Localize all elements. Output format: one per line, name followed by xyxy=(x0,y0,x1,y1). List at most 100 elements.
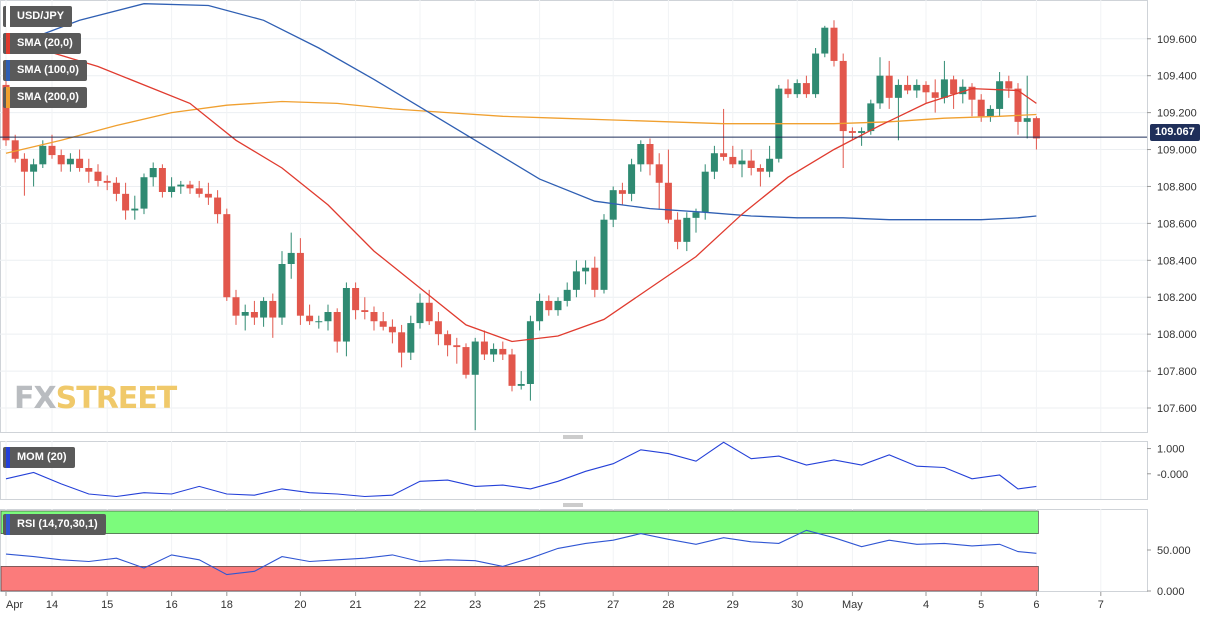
candle-body xyxy=(830,27,838,61)
x-tick-label: 15 xyxy=(101,599,113,611)
candle-body xyxy=(812,53,820,95)
candle-body xyxy=(701,171,709,213)
candle-body xyxy=(94,171,102,181)
rsi-oversold-zone xyxy=(0,566,1039,592)
x-tick-label: 18 xyxy=(221,599,233,611)
candle-body xyxy=(940,79,948,98)
candle-body xyxy=(959,86,967,95)
candle-body xyxy=(747,160,755,168)
candle-body xyxy=(950,79,958,95)
price-tick-label: 108.400 xyxy=(1157,255,1197,267)
candle-body xyxy=(637,144,645,165)
candle-body xyxy=(766,158,774,172)
candle-body xyxy=(195,188,203,194)
candle-body xyxy=(57,155,65,165)
candle-body xyxy=(996,81,1004,109)
rsi-zones xyxy=(0,510,1039,592)
candle-body xyxy=(756,168,764,172)
candle-body xyxy=(223,214,231,298)
candle-body xyxy=(536,300,544,322)
sma200-tag[interactable]: SMA (200,0) xyxy=(3,87,87,108)
candle-body xyxy=(582,267,590,272)
rsi-overbought-zone xyxy=(0,510,1039,534)
candle-body xyxy=(563,289,571,301)
candle-body xyxy=(333,312,341,342)
candle-body xyxy=(545,300,553,311)
candle-body xyxy=(103,180,111,183)
candle-body xyxy=(122,193,130,211)
mom-line xyxy=(5,441,1037,498)
candle-body xyxy=(204,193,212,198)
candle-body xyxy=(508,354,516,386)
sma100-tag[interactable]: SMA (100,0) xyxy=(3,60,87,81)
candle-body xyxy=(444,334,452,346)
fxstreet-logo: FXSTREET xyxy=(14,381,177,416)
candle-body xyxy=(434,321,442,335)
price-tick-label: 109.400 xyxy=(1157,71,1197,83)
price-tick-label: 108.600 xyxy=(1157,218,1197,230)
candle-body xyxy=(572,271,580,290)
candle-body xyxy=(315,321,323,323)
candle-body xyxy=(269,300,277,318)
candle-body xyxy=(39,145,47,165)
candle-body xyxy=(30,164,38,172)
x-tick-label: 25 xyxy=(533,599,545,611)
candle-body xyxy=(526,321,534,384)
x-tick-label: 22 xyxy=(414,599,426,611)
candle-body xyxy=(499,348,507,355)
candle-body xyxy=(628,164,636,194)
x-tick-label: 30 xyxy=(791,599,803,611)
candle-body xyxy=(287,252,295,264)
candle-body xyxy=(600,219,608,290)
mom-tick-label: -0.000 xyxy=(1157,469,1188,481)
candle-body xyxy=(664,182,672,220)
candle-body xyxy=(738,160,746,165)
candle-body xyxy=(306,315,314,322)
candle-body xyxy=(85,168,93,172)
candle-body xyxy=(848,131,856,133)
candle-body xyxy=(618,190,626,194)
candle-body xyxy=(232,297,240,316)
candle-body xyxy=(913,84,921,91)
symbol-tag[interactable]: USD/JPY xyxy=(3,6,73,27)
panel-frame-mom xyxy=(0,441,1148,500)
candle-body xyxy=(296,252,304,316)
sma200-line xyxy=(5,100,1037,154)
sma20-tag[interactable]: SMA (20,0) xyxy=(3,33,81,54)
candle-body xyxy=(490,348,498,355)
candle-body xyxy=(821,27,829,54)
candle-body xyxy=(379,321,387,327)
candle-body xyxy=(802,83,810,95)
rsi-tag[interactable]: RSI (14,70,30,1) xyxy=(3,514,106,535)
x-tick-label: 4 xyxy=(923,599,929,611)
candle-body xyxy=(140,177,148,209)
symbol-swatch xyxy=(6,6,10,27)
momentum-grid xyxy=(0,441,1148,500)
candle-body xyxy=(20,158,28,172)
candle-body xyxy=(416,302,424,324)
candle-body xyxy=(324,312,332,322)
candle-body xyxy=(66,158,74,165)
candle-body xyxy=(977,99,985,117)
x-tick-label: 5 xyxy=(978,599,984,611)
candle-body xyxy=(867,103,875,132)
candle-body xyxy=(646,144,654,165)
candle-body xyxy=(591,267,599,290)
sma200-label: SMA (200,0) xyxy=(17,91,79,103)
x-tick-label: May xyxy=(842,599,863,611)
candle-body xyxy=(407,323,415,353)
rsi-tick-label: 50.000 xyxy=(1157,545,1191,557)
x-tick-label: 14 xyxy=(46,599,58,611)
candle-body xyxy=(1005,81,1013,89)
x-tick-label: 20 xyxy=(294,599,306,611)
mom-label: MOM (20) xyxy=(17,451,67,463)
candle-body xyxy=(186,184,194,189)
candle-body xyxy=(131,208,139,211)
candle-body xyxy=(168,186,176,192)
candle-body xyxy=(241,312,249,316)
candle-body xyxy=(674,219,682,242)
x-tick-label: 23 xyxy=(469,599,481,611)
candle-body xyxy=(177,184,185,187)
mom-tag[interactable]: MOM (20) xyxy=(3,447,75,468)
candle-body xyxy=(2,84,10,141)
